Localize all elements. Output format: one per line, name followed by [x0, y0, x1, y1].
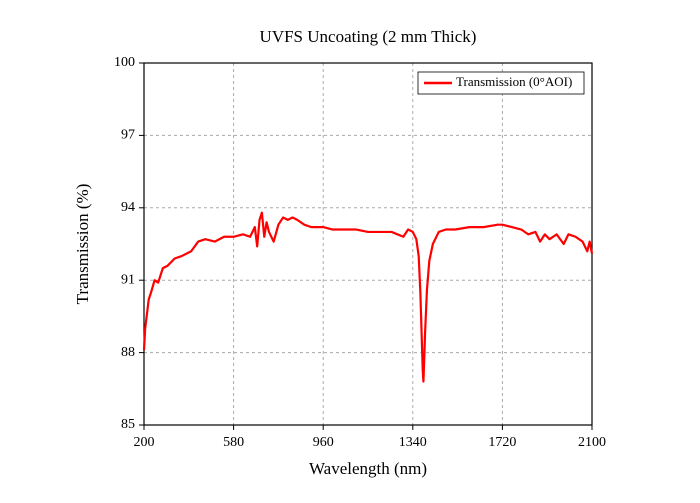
- x-axis-label: Wavelength (nm): [309, 459, 427, 478]
- x-tick-label: 1720: [488, 435, 516, 450]
- x-tick-label: 580: [223, 435, 244, 450]
- y-tick-label: 100: [114, 55, 135, 70]
- y-tick-label: 85: [121, 417, 135, 432]
- legend-label: Transmission (0°AOI): [456, 74, 572, 89]
- y-tick-label: 88: [121, 345, 135, 360]
- x-tick-label: 2100: [578, 435, 606, 450]
- y-tick-label: 97: [121, 128, 135, 143]
- y-tick-label: 91: [121, 272, 135, 287]
- x-tick-label: 960: [313, 435, 334, 450]
- y-axis-label: Transmission (%): [73, 184, 92, 305]
- x-tick-label: 200: [134, 435, 155, 450]
- plot-frame: [143, 62, 593, 426]
- data-line: [142, 211, 594, 383]
- legend-box: [417, 71, 585, 95]
- y-tick-label: 94: [121, 200, 135, 215]
- chart-title: UVFS Uncoating (2 mm Thick): [260, 27, 477, 46]
- x-tick-label: 1340: [399, 435, 427, 450]
